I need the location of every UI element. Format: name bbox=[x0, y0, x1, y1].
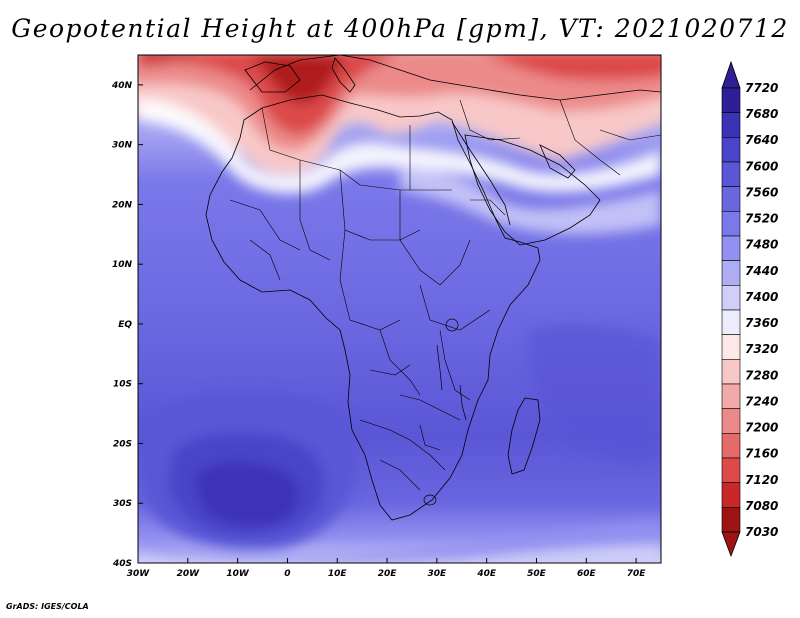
colorbar-swatch bbox=[721, 433, 741, 459]
south-weak-band bbox=[138, 520, 661, 563]
low-region-core bbox=[250, 55, 345, 104]
low-region-west-corner bbox=[138, 55, 194, 65]
low-region-east bbox=[489, 55, 661, 81]
lon-tick-label: 10W bbox=[226, 569, 250, 579]
italy-coastline bbox=[331, 57, 356, 93]
country-borders bbox=[229, 99, 661, 491]
colorbar-swatch bbox=[721, 334, 741, 360]
lakes bbox=[423, 318, 467, 506]
colorbar-label: 7160 bbox=[745, 447, 778, 461]
lat-tick-label: 10S bbox=[113, 380, 132, 390]
colorbar-swatch bbox=[721, 408, 741, 434]
arabia-coastline bbox=[464, 134, 601, 246]
high-region-core bbox=[196, 462, 299, 526]
lat-tick-label: 40N bbox=[111, 81, 133, 91]
lon-tick-label: 20E bbox=[378, 569, 398, 579]
lon-tick-label: 10E bbox=[328, 569, 348, 579]
colorbar-label: 7030 bbox=[745, 525, 778, 539]
colorbar-swatch bbox=[721, 161, 741, 187]
lake-victoria bbox=[445, 318, 459, 332]
colorbar-label: 7320 bbox=[745, 342, 778, 356]
colorbar-swatch bbox=[721, 285, 741, 311]
lake-tanganyika bbox=[436, 344, 443, 391]
neutral-band bbox=[138, 98, 661, 194]
colorbar-swatch bbox=[721, 186, 741, 212]
colorbar-swatch bbox=[721, 260, 741, 286]
lon-tick-label: 30E bbox=[428, 569, 448, 579]
lon-tick-label: 0 bbox=[284, 569, 290, 579]
colorbar-label: 7280 bbox=[745, 368, 778, 382]
colorbar-label: 7240 bbox=[745, 394, 778, 408]
colorbar-swatch bbox=[721, 507, 741, 533]
red-sea-coastline bbox=[451, 121, 511, 226]
lat-tick-label: EQ bbox=[118, 320, 132, 330]
lat-tick-label: 20S bbox=[113, 439, 132, 449]
colorbar-top-arrow bbox=[721, 60, 741, 89]
colorbar-swatch bbox=[721, 482, 741, 508]
south-weakest-band bbox=[138, 545, 661, 563]
colorbar-bottom-arrow bbox=[721, 531, 741, 558]
colorbar-label: 7440 bbox=[745, 264, 778, 278]
colorbar-swatch bbox=[721, 137, 741, 163]
page-title: Geopotential Height at 400hPa [gpm], VT:… bbox=[11, 14, 789, 43]
colorbar-swatch bbox=[721, 309, 741, 335]
lon-tick-label: 20W bbox=[177, 569, 201, 579]
iberia-coastline bbox=[244, 61, 301, 93]
colorbar-label: 7560 bbox=[745, 185, 778, 199]
europe-coastline bbox=[249, 55, 661, 101]
colorbar-label: 7400 bbox=[745, 290, 778, 304]
colorbar-label: 7120 bbox=[745, 473, 778, 487]
madagascar-coastline bbox=[507, 397, 541, 475]
lon-tick-label: 70E bbox=[627, 569, 647, 579]
colorbar-label: 7680 bbox=[745, 107, 778, 121]
east-ocean-high bbox=[528, 324, 661, 464]
colorbar-label: 7640 bbox=[745, 133, 778, 147]
lat-tick-label: 40S bbox=[112, 559, 132, 569]
colorbar-label: 7720 bbox=[745, 81, 778, 95]
height-field bbox=[138, 55, 661, 563]
light-band bbox=[400, 165, 661, 235]
lat-tick-label: 10N bbox=[112, 260, 133, 270]
colorbar-label: 7200 bbox=[745, 421, 778, 435]
lon-axis: 30W 20W 10W 0 10E 20E 30E 40E 50E 60E 70E bbox=[127, 558, 647, 579]
lon-tick-label: 50E bbox=[527, 569, 547, 579]
colorbar-swatch bbox=[721, 87, 741, 113]
credit-text: GrADS: IGES/COLA bbox=[6, 602, 89, 611]
colorbar-swatch bbox=[721, 457, 741, 483]
lon-tick-label: 60E bbox=[577, 569, 597, 579]
persian-gulf-coastline bbox=[539, 144, 576, 179]
colorbar-label: 7480 bbox=[745, 238, 778, 252]
lat-tick-label: 20N bbox=[112, 200, 133, 210]
lat-tick-label: 30S bbox=[113, 499, 132, 509]
lesotho-outline bbox=[423, 494, 437, 506]
lon-tick-label: 30W bbox=[127, 569, 151, 579]
lat-axis: 40N 30N 20N 10N EQ 10S 20S 30S 40S bbox=[111, 81, 143, 569]
colorbar-swatch bbox=[721, 383, 741, 409]
colorbar-label: 7600 bbox=[745, 159, 778, 173]
colorbar-swatch bbox=[721, 359, 741, 385]
africa-coastline bbox=[205, 94, 541, 521]
colorbar-label: 7080 bbox=[745, 499, 778, 513]
colorbar-swatch bbox=[721, 235, 741, 261]
colorbar-label: 7520 bbox=[745, 212, 778, 226]
lon-tick-label: 40E bbox=[476, 569, 497, 579]
colorbar: 7720 7680 7640 7600 7560 7520 7480 7440 7400 7360… bbox=[721, 60, 778, 558]
coastlines bbox=[205, 55, 661, 521]
lat-tick-label: 30N bbox=[112, 141, 133, 151]
colorbar-swatch bbox=[721, 112, 741, 138]
colorbar-swatch bbox=[721, 211, 741, 237]
lake-malawi bbox=[459, 384, 467, 421]
plot-frame bbox=[137, 54, 662, 564]
colorbar-label: 7360 bbox=[745, 316, 778, 330]
